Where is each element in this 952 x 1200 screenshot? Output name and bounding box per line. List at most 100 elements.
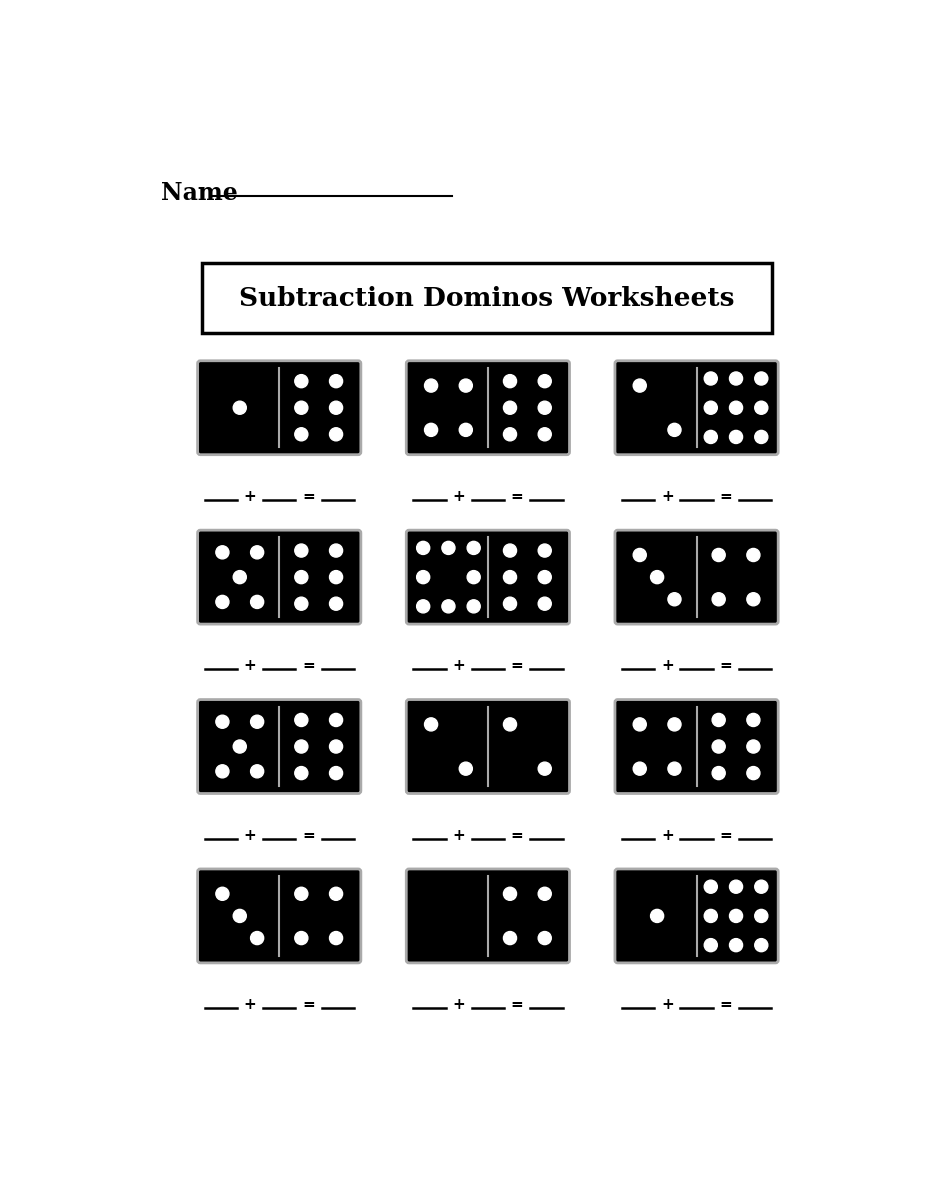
Circle shape	[216, 715, 228, 728]
Text: =: =	[511, 658, 524, 673]
Text: =: =	[511, 488, 524, 504]
Circle shape	[747, 740, 760, 754]
Circle shape	[295, 887, 307, 900]
Circle shape	[747, 593, 760, 606]
Circle shape	[504, 931, 517, 944]
FancyBboxPatch shape	[407, 700, 569, 793]
Circle shape	[755, 938, 768, 952]
Circle shape	[295, 714, 307, 726]
Circle shape	[729, 401, 743, 414]
Circle shape	[538, 570, 551, 583]
Circle shape	[747, 548, 760, 562]
Circle shape	[216, 546, 228, 559]
Circle shape	[755, 880, 768, 893]
Circle shape	[233, 910, 247, 923]
Circle shape	[668, 762, 681, 775]
Circle shape	[250, 764, 264, 778]
Circle shape	[233, 740, 247, 754]
Circle shape	[250, 715, 264, 728]
Circle shape	[704, 910, 717, 923]
Circle shape	[504, 570, 517, 583]
Text: +: +	[661, 658, 674, 673]
Circle shape	[295, 374, 307, 388]
Circle shape	[668, 718, 681, 731]
Circle shape	[329, 767, 343, 780]
Text: =: =	[720, 997, 732, 1012]
Circle shape	[729, 938, 743, 952]
Circle shape	[704, 431, 717, 444]
Circle shape	[329, 401, 343, 414]
FancyBboxPatch shape	[615, 530, 778, 624]
Circle shape	[417, 541, 429, 554]
Text: =: =	[511, 997, 524, 1012]
Circle shape	[295, 740, 307, 754]
Circle shape	[538, 931, 551, 944]
Circle shape	[233, 401, 247, 414]
Text: Subtraction Dominos Worksheets: Subtraction Dominos Worksheets	[239, 286, 735, 311]
Circle shape	[712, 740, 725, 754]
FancyBboxPatch shape	[407, 361, 569, 455]
Circle shape	[417, 570, 429, 583]
Text: +: +	[661, 488, 674, 504]
Circle shape	[442, 541, 455, 554]
Circle shape	[425, 718, 438, 731]
Circle shape	[250, 546, 264, 559]
Text: =: =	[720, 488, 732, 504]
Circle shape	[216, 764, 228, 778]
Circle shape	[729, 880, 743, 893]
Circle shape	[329, 740, 343, 754]
FancyBboxPatch shape	[615, 700, 778, 793]
Text: =: =	[720, 658, 732, 673]
Circle shape	[729, 372, 743, 385]
Circle shape	[504, 598, 517, 611]
Circle shape	[747, 767, 760, 780]
Circle shape	[329, 714, 343, 726]
Circle shape	[504, 427, 517, 440]
Circle shape	[467, 541, 480, 554]
Circle shape	[459, 762, 472, 775]
Circle shape	[504, 401, 517, 414]
Circle shape	[633, 762, 646, 775]
Circle shape	[650, 910, 664, 923]
Circle shape	[729, 910, 743, 923]
Circle shape	[250, 931, 264, 944]
Text: +: +	[661, 997, 674, 1012]
Circle shape	[538, 427, 551, 440]
Text: +: +	[452, 658, 465, 673]
Circle shape	[295, 767, 307, 780]
FancyBboxPatch shape	[407, 869, 569, 962]
Circle shape	[712, 593, 725, 606]
Circle shape	[538, 401, 551, 414]
Circle shape	[538, 598, 551, 611]
Circle shape	[329, 427, 343, 440]
Circle shape	[704, 880, 717, 893]
FancyBboxPatch shape	[198, 361, 361, 455]
Circle shape	[755, 372, 768, 385]
Circle shape	[467, 600, 480, 613]
Circle shape	[216, 595, 228, 608]
Circle shape	[250, 595, 264, 608]
Text: Name: Name	[162, 181, 238, 205]
Circle shape	[329, 374, 343, 388]
Circle shape	[329, 931, 343, 944]
FancyBboxPatch shape	[407, 530, 569, 624]
Circle shape	[504, 544, 517, 557]
Circle shape	[467, 570, 480, 583]
Circle shape	[329, 887, 343, 900]
Text: +: +	[244, 828, 256, 842]
Circle shape	[704, 372, 717, 385]
Circle shape	[668, 593, 681, 606]
Circle shape	[442, 600, 455, 613]
Circle shape	[668, 424, 681, 437]
Circle shape	[633, 718, 646, 731]
Text: +: +	[452, 997, 465, 1012]
Circle shape	[329, 544, 343, 557]
Circle shape	[329, 598, 343, 611]
Circle shape	[633, 379, 646, 392]
Text: =: =	[302, 828, 315, 842]
Text: +: +	[244, 658, 256, 673]
Circle shape	[712, 714, 725, 726]
FancyBboxPatch shape	[615, 869, 778, 962]
Circle shape	[295, 570, 307, 583]
Circle shape	[538, 762, 551, 775]
